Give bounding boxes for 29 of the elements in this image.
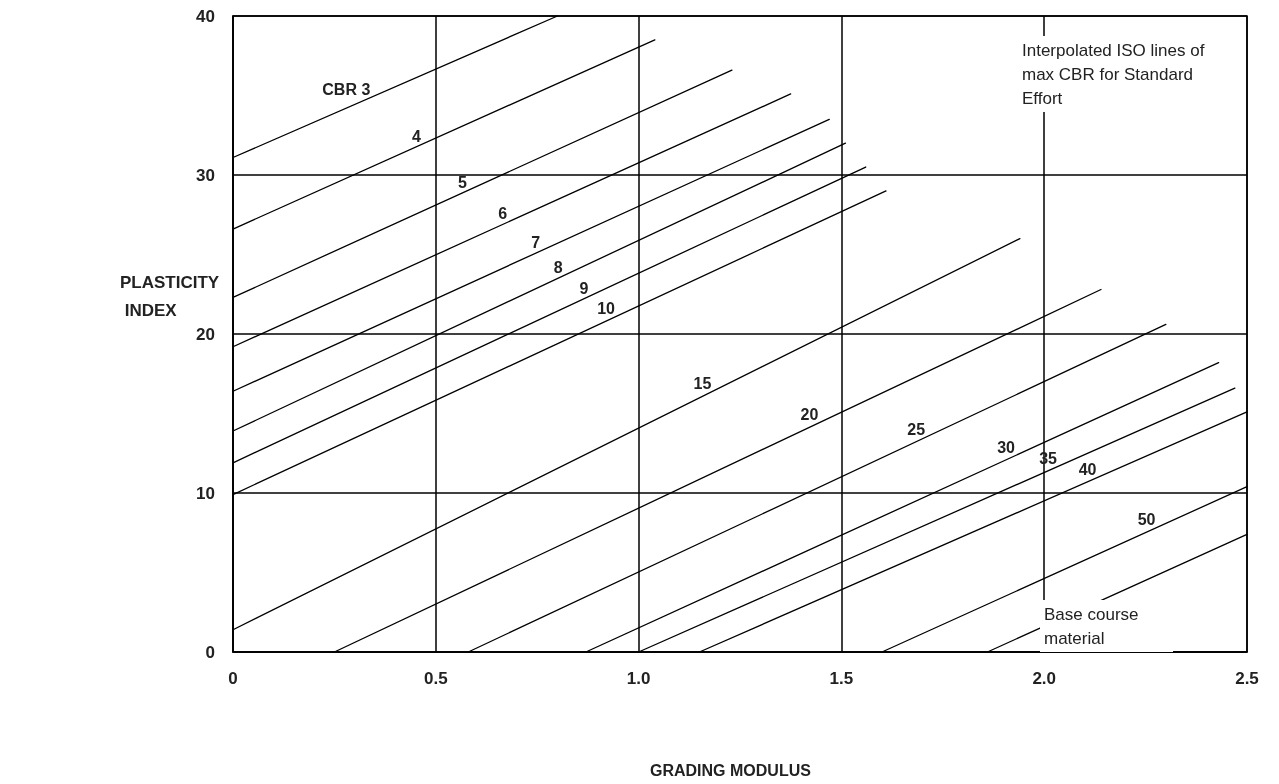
- series-label: 4: [412, 127, 422, 145]
- y-tick-label: 40: [196, 6, 215, 26]
- series-label: 40: [1078, 460, 1097, 478]
- x-tick-label: 1.5: [829, 669, 854, 688]
- x-tick-label: 0: [228, 669, 238, 688]
- x-tick-label: 0.5: [423, 669, 448, 688]
- series-label: 10: [597, 299, 616, 317]
- series-label: 8: [553, 259, 563, 277]
- y-tick-label: 30: [196, 165, 215, 185]
- x-axis-title: GRADING MODULUS: [650, 761, 812, 779]
- series-label: CBR 3: [322, 80, 371, 98]
- y-tick-label: 10: [196, 483, 215, 503]
- x-tick-label: 1.0: [626, 669, 651, 688]
- series-label: 20: [800, 406, 819, 424]
- y-tick-label: 0: [205, 642, 215, 662]
- series-label: 30: [997, 438, 1016, 456]
- x-tick-label: 2.0: [1032, 669, 1057, 688]
- series-label: 6: [498, 205, 508, 223]
- series-label: 15: [693, 374, 712, 392]
- y-tick-label: 20: [196, 324, 215, 344]
- series-label: 50: [1137, 511, 1156, 529]
- series-label: 25: [907, 420, 926, 438]
- series-label: 7: [531, 234, 541, 252]
- x-tick-label: 2.5: [1235, 669, 1259, 688]
- series-label: 5: [457, 173, 467, 191]
- annotation: Base course material: [1044, 604, 1144, 648]
- y-axis-title: PLASTICITY INDEX: [120, 272, 220, 320]
- annotation: Interpolated ISO lines of max CBR for Standard Effort: [1022, 40, 1210, 108]
- series-label: 9: [579, 279, 589, 297]
